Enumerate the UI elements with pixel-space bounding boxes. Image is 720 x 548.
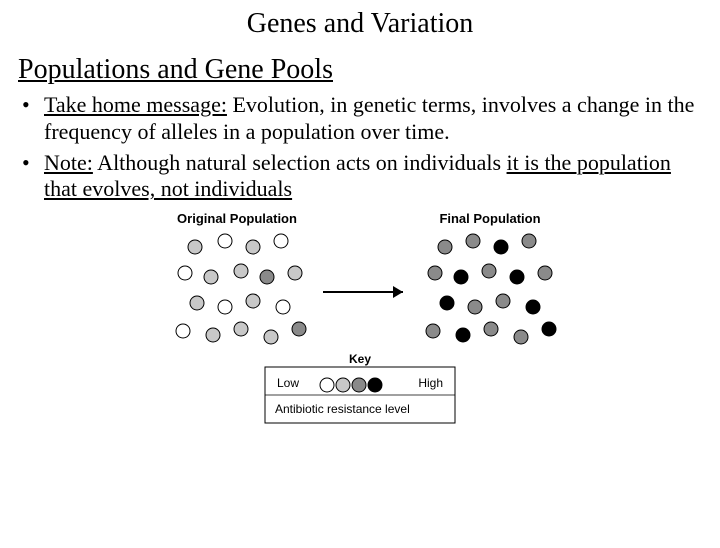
- final-circle-11: [496, 294, 510, 308]
- final-circle-14: [456, 328, 470, 342]
- key-circle-0: [320, 378, 334, 392]
- arrow-head: [393, 286, 403, 298]
- original-circle-12: [276, 300, 290, 314]
- final-circle-15: [484, 322, 498, 336]
- final-circle-4: [428, 266, 442, 280]
- key-circle-1: [336, 378, 350, 392]
- original-circle-15: [234, 322, 248, 336]
- key-caption: Antibiotic resistance level: [275, 402, 410, 416]
- final-circle-9: [440, 296, 454, 310]
- final-circle-12: [526, 300, 540, 314]
- original-circle-3: [274, 234, 288, 248]
- key-high: High: [418, 376, 443, 390]
- final-circle-2: [494, 240, 508, 254]
- final-circle-10: [468, 300, 482, 314]
- key-low: Low: [277, 376, 299, 390]
- original-circle-8: [288, 266, 302, 280]
- final-circle-7: [510, 270, 524, 284]
- label-final: Final Population: [439, 211, 540, 226]
- original-circle-5: [204, 270, 218, 284]
- original-circle-16: [264, 330, 278, 344]
- final-circle-16: [514, 330, 528, 344]
- key-title: Key: [349, 352, 371, 366]
- bullet-1: Take home message: Evolution, in genetic…: [44, 92, 700, 146]
- final-circle-17: [542, 322, 556, 336]
- key-circle-2: [352, 378, 366, 392]
- key-circle-3: [368, 378, 382, 392]
- original-circle-9: [190, 296, 204, 310]
- label-original: Original Population: [177, 211, 297, 226]
- bullet-2: Note: Although natural selection acts on…: [44, 150, 700, 204]
- population-diagram: Original Population Final Population Key Lo…: [0, 207, 720, 432]
- final-circle-6: [482, 264, 496, 278]
- final-circle-8: [538, 266, 552, 280]
- original-circle-4: [178, 266, 192, 280]
- bullet-list: Take home message: Evolution, in genetic…: [44, 92, 700, 203]
- original-circle-7: [260, 270, 274, 284]
- final-circle-13: [426, 324, 440, 338]
- original-circle-6: [234, 264, 248, 278]
- original-circle-10: [218, 300, 232, 314]
- original-circle-0: [188, 240, 202, 254]
- original-circle-1: [218, 234, 232, 248]
- final-circle-3: [522, 234, 536, 248]
- bullet-2-prefix: Note:: [44, 150, 93, 175]
- bullet-2-rest-before: Although natural selection acts on indiv…: [93, 150, 507, 175]
- section-heading: Populations and Gene Pools: [18, 54, 720, 86]
- original-circle-14: [206, 328, 220, 342]
- original-circle-13: [176, 324, 190, 338]
- original-circle-17: [292, 322, 306, 336]
- original-circle-11: [246, 294, 260, 308]
- bullet-1-prefix: Take home message:: [44, 92, 227, 117]
- diagram-svg: Original Population Final Population Key Lo…: [145, 207, 575, 432]
- final-circle-5: [454, 270, 468, 284]
- final-circle-0: [438, 240, 452, 254]
- original-circle-2: [246, 240, 260, 254]
- page-title: Genes and Variation: [0, 8, 720, 40]
- final-circle-1: [466, 234, 480, 248]
